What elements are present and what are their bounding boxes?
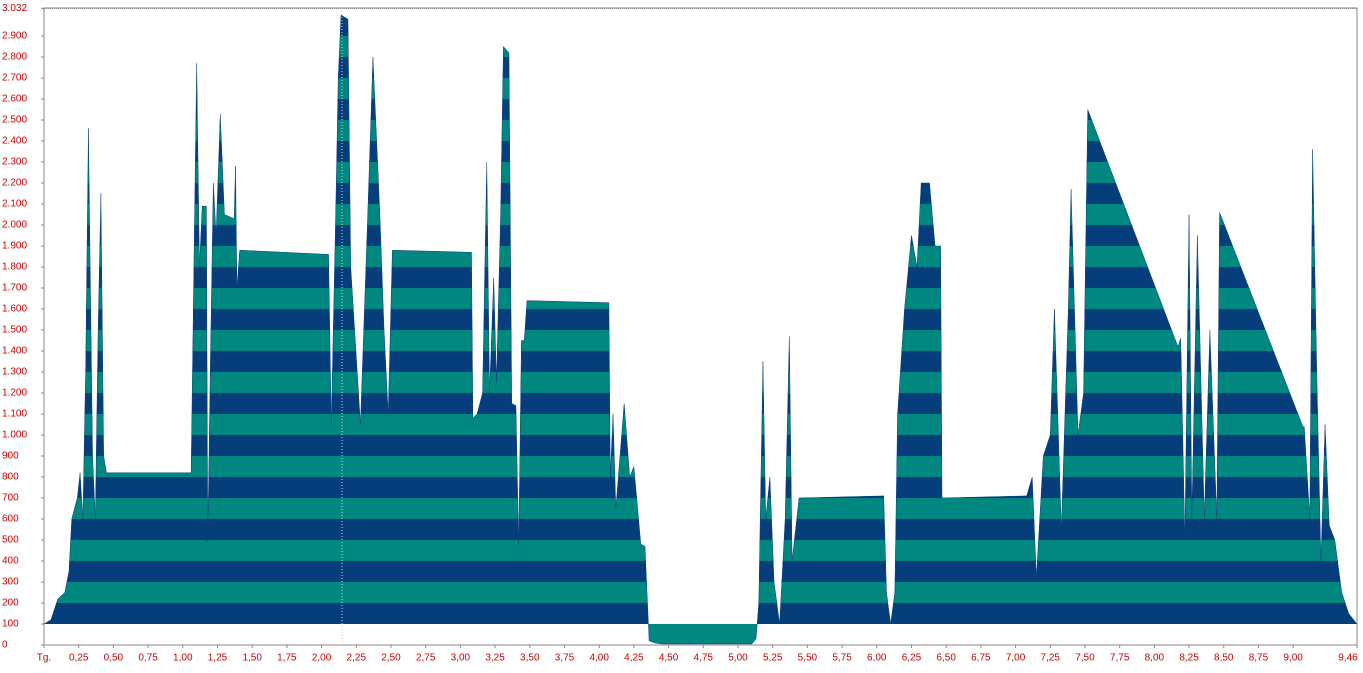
- x-tick-label: 4,25: [624, 653, 644, 664]
- x-tick-label: 6,50: [936, 653, 956, 664]
- x-tick-label: 3,25: [485, 653, 505, 664]
- x-tick-label: 8,75: [1249, 653, 1269, 664]
- y-tick-label: 2.500: [2, 115, 27, 126]
- x-tick-label: 0,25: [69, 653, 89, 664]
- y-tick-label: 500: [2, 535, 19, 546]
- x-tick-label: 1,25: [208, 653, 228, 664]
- x-tick-label: 0,50: [104, 653, 124, 664]
- y-tick-label: 900: [2, 451, 19, 462]
- y-tick-label: 600: [2, 514, 19, 525]
- x-tick-label: 2,50: [381, 653, 401, 664]
- x-tick-label: 4,50: [659, 653, 679, 664]
- y-tick-label: 1.800: [2, 262, 27, 273]
- x-tick-label: 2,75: [416, 653, 436, 664]
- y-tick-label: 2.400: [2, 136, 27, 147]
- x-tick-label: 6,25: [902, 653, 922, 664]
- x-tick-label: 4,00: [589, 653, 609, 664]
- x-tick-label: 8,00: [1145, 653, 1165, 664]
- x-tick-label: 4,75: [694, 653, 714, 664]
- x-tick-label: 2,25: [347, 653, 367, 664]
- y-tick-label: 700: [2, 493, 19, 504]
- y-tick-label: 2.100: [2, 199, 27, 210]
- y-tick-label: 1.000: [2, 430, 27, 441]
- y-tick-label: 200: [2, 598, 19, 609]
- x-tick-label: 9,46: [1338, 653, 1358, 664]
- x-tick-label: 5,75: [832, 653, 852, 664]
- y-tick-label: 2.200: [2, 178, 27, 189]
- y-tick-label: 1.600: [2, 304, 27, 315]
- y-tick-label: 2.300: [2, 157, 27, 168]
- x-tick-label: 7,75: [1110, 653, 1130, 664]
- y-tick-label: 0: [2, 640, 8, 651]
- y-tick-label: 1.700: [2, 283, 27, 294]
- x-tick-label: 1,00: [173, 653, 193, 664]
- y-tick-label: 1.500: [2, 325, 27, 336]
- x-tick-label: 3,75: [555, 653, 575, 664]
- x-tick-label: 3,00: [451, 653, 471, 664]
- y-tick-label: 2.700: [2, 73, 27, 84]
- x-tick-label: 5,50: [798, 653, 818, 664]
- y-tick-label: 1.400: [2, 346, 27, 357]
- x-tick-label: 7,25: [1041, 653, 1061, 664]
- x-tick-label: 8,50: [1214, 653, 1234, 664]
- y-tick-label: 100: [2, 619, 19, 630]
- area: [43, 14, 1358, 645]
- y-tick-label: 1.900: [2, 241, 27, 252]
- y-tick-label: 2.900: [2, 31, 27, 42]
- x-tick-label: 6,00: [867, 653, 887, 664]
- x-tick-label: 0,75: [138, 653, 158, 664]
- x-tick-label: 7,00: [1006, 653, 1026, 664]
- x-tick-label: 1,75: [277, 653, 297, 664]
- x-tick-label: 9,00: [1283, 653, 1303, 664]
- x-tick-label: 7,50: [1075, 653, 1095, 664]
- x-tick-label: 3,50: [520, 653, 540, 664]
- y-tick-label: 3.032: [2, 3, 27, 14]
- x-tick-label: 6,75: [971, 653, 991, 664]
- y-tick-label: 1.200: [2, 388, 27, 399]
- y-tick-label: 1.100: [2, 409, 27, 420]
- x-tick-label: 1,50: [242, 653, 262, 664]
- x-tick-label: 5,00: [728, 653, 748, 664]
- x-tick-label: 2,00: [312, 653, 332, 664]
- x-tick-label: 8,25: [1179, 653, 1199, 664]
- y-tick-label: 800: [2, 472, 19, 483]
- y-tick-label: 300: [2, 577, 19, 588]
- y-tick-label: 2.000: [2, 220, 27, 231]
- y-tick-label: 1.300: [2, 367, 27, 378]
- x-tick-label: Tg.: [37, 653, 51, 664]
- y-tick-label: 2.800: [2, 52, 27, 63]
- y-tick-label: 2.600: [2, 94, 27, 105]
- x-tick-label: 5,25: [763, 653, 783, 664]
- y-tick-label: 400: [2, 556, 19, 567]
